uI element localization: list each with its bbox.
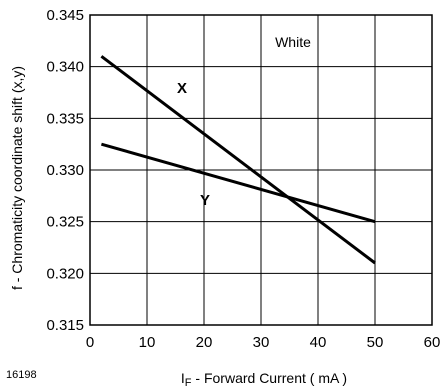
- x-tick-label: 10: [139, 334, 156, 351]
- y-tick-label: 0.325: [46, 214, 84, 231]
- x-tick-label: 40: [310, 334, 327, 351]
- series-lines: [100, 55, 376, 265]
- x-tick-label: 60: [424, 334, 441, 351]
- y-tick-label: 0.330: [46, 162, 84, 179]
- series-label-x: X: [177, 80, 187, 97]
- y-tick-label: 0.315: [46, 317, 84, 334]
- y-tick-label: 0.320: [46, 265, 84, 282]
- x-tick-label: 50: [367, 334, 384, 351]
- x-axis-label-subscript: F: [185, 377, 192, 389]
- series-line-y: [100, 142, 376, 224]
- x-axis-label-main: I: [181, 370, 185, 386]
- y-axis-label: f - Chromaticity coordinate shift (x,y): [9, 66, 25, 290]
- x-axis-label: IF - Forward Current ( mA ): [181, 370, 347, 389]
- series-label-y: Y: [200, 192, 210, 209]
- annotation-white: White: [275, 34, 311, 50]
- x-tick-label: 30: [253, 334, 270, 351]
- y-tick-label: 0.345: [46, 7, 84, 24]
- y-tick-labels: 0.315 0.320 0.325 0.330 0.335 0.340 0.345: [46, 7, 84, 334]
- plot-frame: [89, 14, 433, 326]
- x-tick-label: 20: [196, 334, 213, 351]
- x-axis-label-rest: - Forward Current ( mA ): [192, 370, 348, 386]
- y-tick-label: 0.340: [46, 59, 84, 76]
- series-labels: XY: [177, 80, 210, 209]
- x-tick-label: 0: [86, 334, 94, 351]
- series-line-x: [100, 55, 376, 265]
- x-tick-labels: 0 10 20 30 40 50 60: [86, 334, 441, 351]
- figure-id: 16198: [6, 369, 37, 381]
- y-tick-label: 0.335: [46, 110, 84, 127]
- grid: [89, 14, 433, 326]
